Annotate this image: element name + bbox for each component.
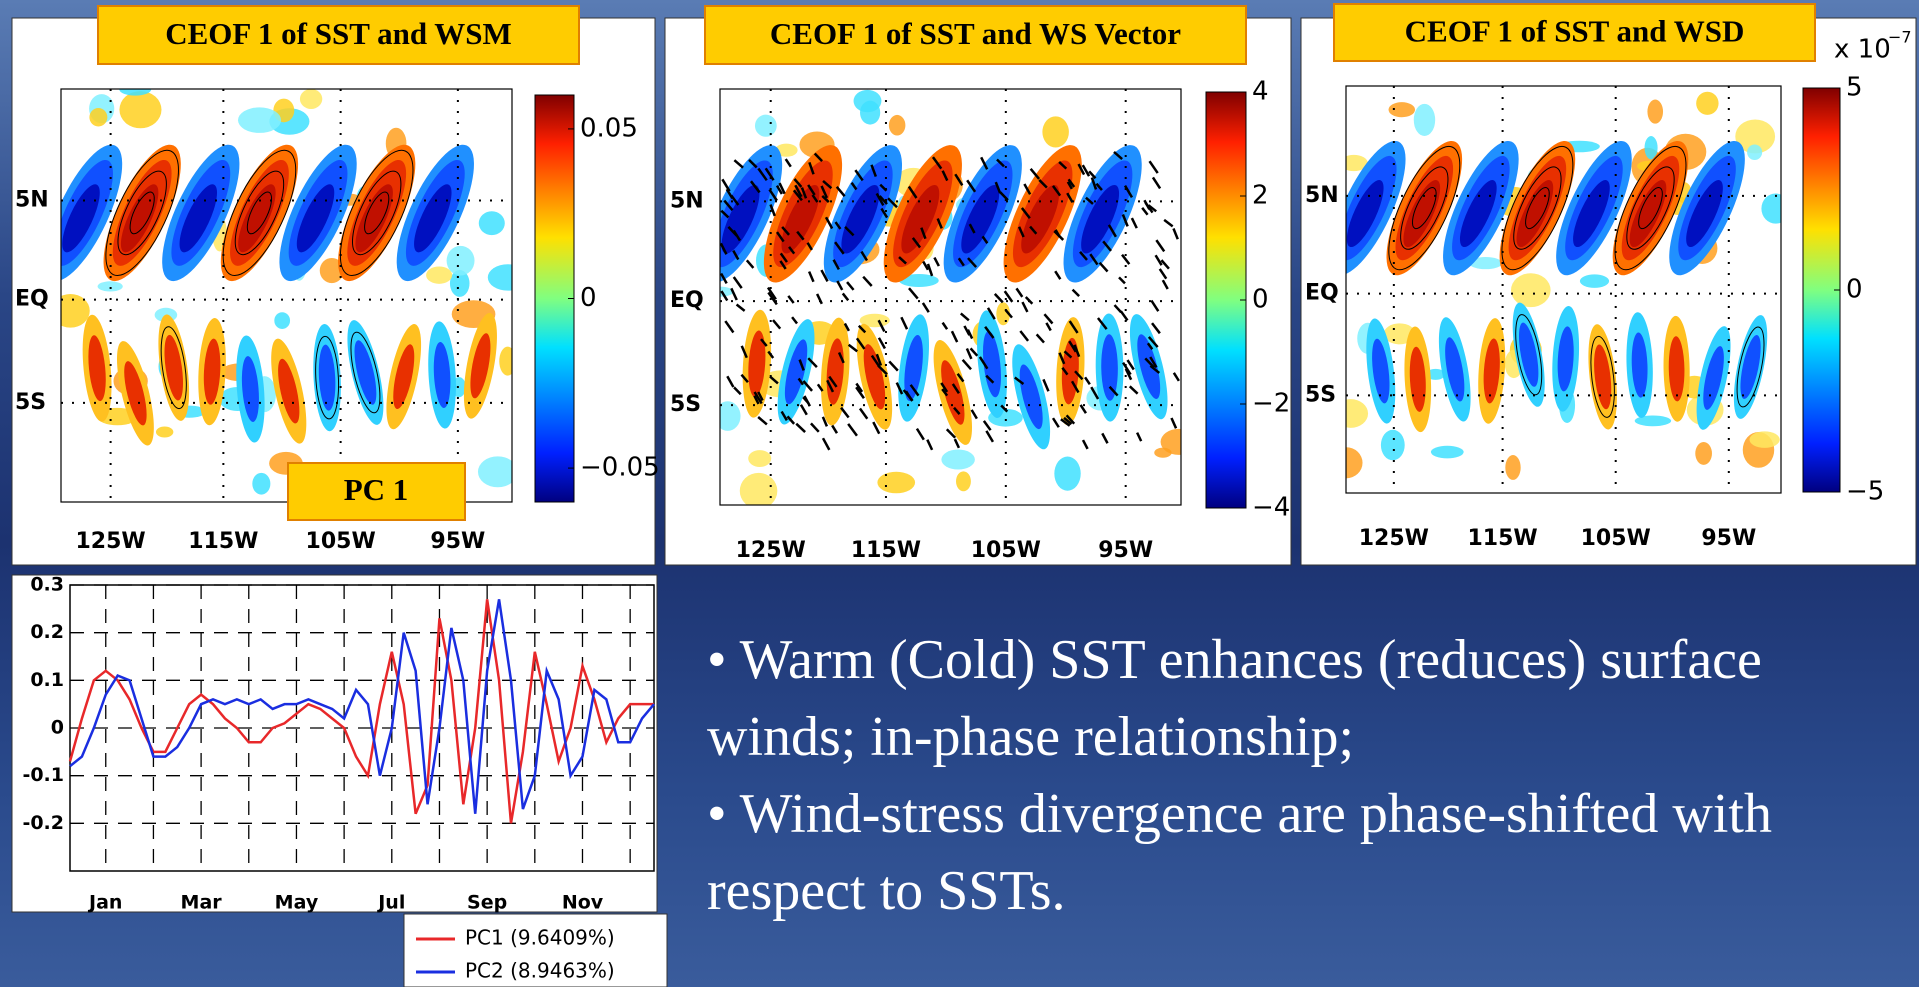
- y-tick-label: 0: [51, 717, 64, 739]
- map-patch: [156, 426, 173, 437]
- lat-label: 5S: [670, 392, 701, 417]
- lon-label: 115W: [1467, 526, 1537, 551]
- map-patch: [1647, 100, 1663, 124]
- x-tick-label: Jul: [376, 892, 405, 914]
- panel-label: PC 1: [344, 472, 409, 507]
- x-tick-label: Nov: [562, 892, 604, 914]
- y-tick-label: 0.1: [30, 669, 64, 691]
- map-patch: [1511, 273, 1551, 307]
- map-patch: [1414, 104, 1435, 136]
- map-patch: [889, 115, 906, 136]
- map-patch: [1696, 92, 1718, 115]
- y-tick-label: 0.3: [30, 574, 64, 596]
- map-patch: [877, 472, 915, 494]
- bullet: • Warm (Cold) SST enhances (reduces) sur…: [707, 622, 1827, 776]
- map-patch: [252, 473, 270, 495]
- map-patch: [854, 90, 882, 112]
- legend-label: PC1 (9.6409%): [465, 926, 615, 950]
- lon-label: 115W: [851, 538, 921, 563]
- map-patch: [1695, 442, 1712, 465]
- map-patch: [1054, 457, 1080, 491]
- lat-label: 5S: [1305, 382, 1336, 407]
- colorbar-tick-label: 0: [1252, 285, 1269, 315]
- colorbar-tick-label: 0.05: [580, 113, 638, 143]
- y-tick-label: -0.2: [22, 812, 64, 834]
- y-tick-label: 0.2: [30, 621, 64, 643]
- colorbar-tick-label: −2: [1252, 389, 1290, 419]
- x-tick-label: May: [275, 892, 319, 914]
- colorbar-tick-label: 0: [580, 283, 597, 313]
- colorbar-tick-label: 4: [1252, 77, 1269, 107]
- lon-label: 105W: [1581, 526, 1651, 551]
- map-patch: [1749, 431, 1779, 448]
- map-patch: [1381, 430, 1405, 461]
- map-patch: [479, 211, 505, 235]
- x-tick-label: Sep: [467, 892, 507, 914]
- chart-background: [12, 575, 657, 912]
- map-patch: [300, 89, 322, 109]
- y-tick-label: -0.1: [22, 764, 64, 786]
- colorbar-tick-label: −0.05: [580, 453, 660, 483]
- map-patch: [755, 115, 777, 137]
- bullet: • Wind-stress divergence are phase-shift…: [707, 776, 1827, 930]
- colorbar-scale: x 10: [1834, 35, 1891, 65]
- panel-title: CEOF 1 of SST and WSD: [1405, 14, 1745, 49]
- lat-label: 5S: [15, 390, 46, 415]
- lon-label: 95W: [430, 529, 485, 554]
- map-patch: [1389, 102, 1416, 117]
- map-patch: [740, 473, 778, 509]
- map-patch: [119, 91, 161, 128]
- map-patch: [447, 246, 475, 276]
- lon-label: 105W: [971, 538, 1041, 563]
- map-patch: [1431, 446, 1464, 459]
- panel-title: CEOF 1 of SST and WS Vector: [770, 16, 1181, 51]
- lat-label: 5N: [670, 188, 704, 213]
- legend-label: PC2 (8.9463%): [465, 959, 615, 983]
- lon-label: 95W: [1098, 538, 1153, 563]
- colorbar-tick-label: −5: [1846, 477, 1884, 507]
- map-patch: [238, 107, 281, 133]
- map-patch: [748, 450, 771, 467]
- map-patch: [426, 266, 452, 283]
- bullet-text: • Warm (Cold) SST enhances (reduces) sur…: [707, 622, 1827, 930]
- colorbar-exponent: −7: [1888, 28, 1912, 47]
- colorbar-tick-label: 5: [1846, 73, 1863, 103]
- map-patch: [941, 450, 975, 470]
- lon-label: 125W: [76, 529, 146, 554]
- colorbar-tick-label: −4: [1252, 493, 1290, 523]
- colorbar-tick-label: 2: [1252, 181, 1269, 211]
- x-tick-label: Jan: [87, 892, 122, 914]
- lon-label: 115W: [188, 529, 258, 554]
- lat-label: EQ: [15, 287, 49, 312]
- map-patch: [1747, 144, 1762, 160]
- lon-label: 125W: [1359, 526, 1429, 551]
- map-patch: [89, 108, 107, 127]
- lon-label: 125W: [736, 538, 806, 563]
- lat-label: 5N: [15, 188, 49, 213]
- map-patch: [1505, 455, 1520, 480]
- map-patch: [1580, 274, 1609, 287]
- map-patch: [1042, 116, 1069, 147]
- x-tick-label: Mar: [181, 892, 223, 914]
- colorbar-tick-label: 0: [1846, 275, 1863, 305]
- lat-label: 5N: [1305, 183, 1339, 208]
- slide: 5N EQ 5S 125W 115W 105W 95W 0.05 0 −0.05 CEOF 1 of…: [0, 0, 1919, 987]
- map-patch: [274, 312, 290, 329]
- map-patch: [956, 471, 971, 491]
- lon-label: 105W: [306, 529, 376, 554]
- lat-label: EQ: [670, 288, 704, 313]
- panel-title: CEOF 1 of SST and WSM: [165, 16, 512, 51]
- lat-label: EQ: [1305, 281, 1339, 306]
- map-patch: [98, 281, 123, 291]
- lon-label: 95W: [1701, 526, 1756, 551]
